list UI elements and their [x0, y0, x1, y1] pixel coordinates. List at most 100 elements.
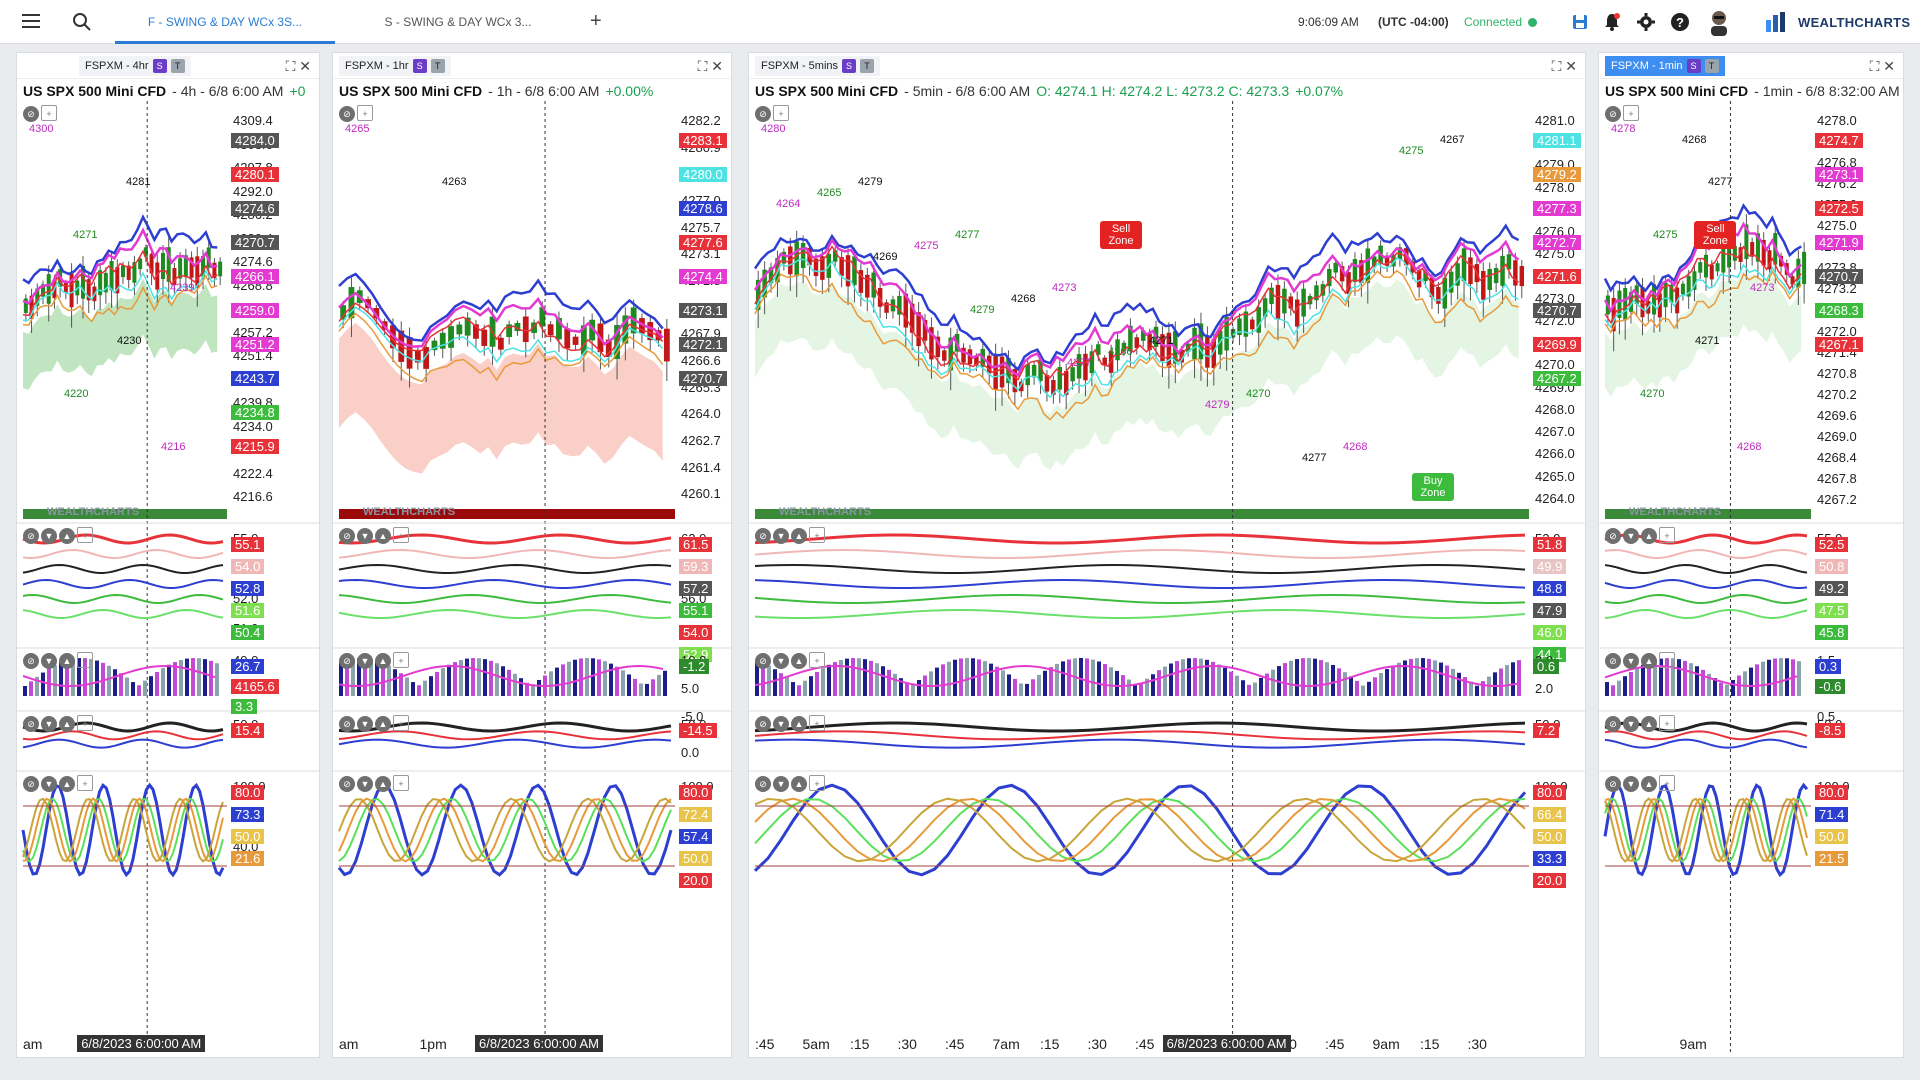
s-badge-icon[interactable]: S — [152, 59, 167, 74]
disable-icon[interactable]: ⊘ — [23, 653, 39, 669]
collapse-icon[interactable]: ▼ — [773, 716, 789, 732]
expand-icon[interactable]: ▲ — [791, 716, 807, 732]
disable-icon[interactable]: ⊘ — [755, 653, 771, 669]
chart-controls[interactable]: ⊘ + — [755, 105, 791, 122]
expand-icon[interactable]: ▲ — [59, 716, 75, 732]
indicator-controls[interactable]: ⊘ ▼ ▲ + — [339, 715, 411, 732]
avatar[interactable] — [1706, 8, 1732, 36]
expand-icon[interactable]: ▲ — [1641, 528, 1657, 544]
expand-icon[interactable]: ▲ — [375, 528, 391, 544]
add-indicator-icon[interactable]: + — [77, 527, 93, 543]
indicator-controls[interactable]: ⊘ ▼ ▲ + — [755, 775, 827, 792]
add-indicator-icon[interactable]: + — [357, 105, 373, 121]
menu-icon[interactable] — [22, 14, 40, 28]
close-icon[interactable]: ✕ — [711, 58, 723, 74]
add-indicator-icon[interactable]: + — [1659, 715, 1675, 731]
add-indicator-icon[interactable]: + — [773, 105, 789, 121]
collapse-icon[interactable]: ▼ — [357, 528, 373, 544]
close-icon[interactable]: ✕ — [299, 58, 311, 74]
indicator-controls[interactable]: ⊘ ▼ ▲ + — [1605, 775, 1677, 792]
indicator-controls[interactable]: ⊘ ▼ ▲ + — [23, 652, 95, 669]
chart-panel-3[interactable]: FSPXM - 5mins S T ⛶ ✕ US SPX 500 Mini CFD - 5… — [748, 52, 1586, 1058]
price-chart[interactable] — [333, 53, 732, 1058]
maximize-icon[interactable]: ⛶ — [697, 58, 712, 74]
panel-symbol-tab[interactable]: FSPXM - 1min S T — [1605, 56, 1725, 76]
s-badge-icon[interactable]: S — [842, 59, 857, 74]
expand-icon[interactable]: ▲ — [791, 776, 807, 792]
disable-icon[interactable]: ⊘ — [23, 106, 39, 122]
expand-icon[interactable]: ▲ — [375, 653, 391, 669]
add-indicator-icon[interactable]: + — [1623, 105, 1639, 121]
maximize-icon[interactable]: ⛶ — [1551, 58, 1566, 74]
close-icon[interactable]: ✕ — [1565, 58, 1577, 74]
collapse-icon[interactable]: ▼ — [1623, 776, 1639, 792]
add-indicator-icon[interactable]: + — [41, 105, 57, 121]
disable-icon[interactable]: ⊘ — [23, 776, 39, 792]
indicator-controls[interactable]: ⊘ ▼ ▲ + — [23, 715, 95, 732]
expand-icon[interactable]: ▲ — [1641, 716, 1657, 732]
close-icon[interactable]: ✕ — [1883, 58, 1895, 74]
maximize-icon[interactable]: ⛶ — [285, 58, 300, 74]
disable-icon[interactable]: ⊘ — [1605, 528, 1621, 544]
add-indicator-icon[interactable]: + — [77, 652, 93, 668]
disable-icon[interactable]: ⊘ — [23, 528, 39, 544]
disable-icon[interactable]: ⊘ — [339, 716, 355, 732]
add-indicator-icon[interactable]: + — [809, 775, 825, 791]
save-icon[interactable] — [1570, 12, 1590, 32]
timezone[interactable]: (UTC -04:00) — [1378, 15, 1449, 29]
add-indicator-icon[interactable]: + — [393, 775, 409, 791]
t-badge-icon[interactable]: T — [430, 59, 445, 74]
disable-icon[interactable]: ⊘ — [755, 716, 771, 732]
disable-icon[interactable]: ⊘ — [755, 528, 771, 544]
chart-panel-4[interactable]: FSPXM - 1min S T ⛶ ✕ US SPX 500 Mini CFD - 1m… — [1598, 52, 1904, 1058]
expand-icon[interactable]: ▲ — [791, 653, 807, 669]
add-tab-icon[interactable]: + — [590, 10, 602, 32]
add-indicator-icon[interactable]: + — [809, 652, 825, 668]
indicator-controls[interactable]: ⊘ ▼ ▲ + — [23, 775, 95, 792]
expand-icon[interactable]: ▲ — [59, 653, 75, 669]
disable-icon[interactable]: ⊘ — [1605, 716, 1621, 732]
indicator-controls[interactable]: ⊘ ▼ ▲ + — [755, 527, 827, 544]
indicator-controls[interactable]: ⊘ ▼ ▲ + — [1605, 527, 1677, 544]
panel-symbol-tab[interactable]: FSPXM - 5mins S T — [755, 56, 881, 76]
disable-icon[interactable]: ⊘ — [23, 716, 39, 732]
collapse-icon[interactable]: ▼ — [357, 716, 373, 732]
time-axis[interactable]: am1pm6pmpm6/8/2023 6:00:00 AM — [333, 1031, 731, 1057]
expand-icon[interactable]: ▲ — [59, 776, 75, 792]
tab-swing-day-1[interactable]: F - SWING & DAY WCx 3S... — [115, 0, 335, 44]
chart-controls[interactable]: ⊘ + — [1605, 105, 1641, 122]
disable-icon[interactable]: ⊘ — [1605, 776, 1621, 792]
t-badge-icon[interactable]: T — [860, 59, 875, 74]
collapse-icon[interactable]: ▼ — [357, 776, 373, 792]
expand-icon[interactable]: ▲ — [59, 528, 75, 544]
add-indicator-icon[interactable]: + — [393, 527, 409, 543]
disable-icon[interactable]: ⊘ — [1605, 106, 1621, 122]
collapse-icon[interactable]: ▼ — [41, 716, 57, 732]
expand-icon[interactable]: ▲ — [791, 528, 807, 544]
t-badge-icon[interactable]: T — [1704, 59, 1719, 74]
collapse-icon[interactable]: ▼ — [773, 653, 789, 669]
s-badge-icon[interactable]: S — [412, 59, 427, 74]
collapse-icon[interactable]: ▼ — [41, 776, 57, 792]
time-axis[interactable]: 9am — [1599, 1031, 1903, 1057]
add-indicator-icon[interactable]: + — [809, 715, 825, 731]
disable-icon[interactable]: ⊘ — [339, 776, 355, 792]
disable-icon[interactable]: ⊘ — [755, 106, 771, 122]
indicator-controls[interactable]: ⊘ ▼ ▲ + — [755, 652, 827, 669]
collapse-icon[interactable]: ▼ — [1623, 653, 1639, 669]
collapse-icon[interactable]: ▼ — [773, 776, 789, 792]
t-badge-icon[interactable]: T — [170, 59, 185, 74]
bell-icon[interactable] — [1602, 12, 1622, 32]
add-indicator-icon[interactable]: + — [1659, 652, 1675, 668]
gear-icon[interactable] — [1636, 12, 1656, 32]
add-indicator-icon[interactable]: + — [1659, 527, 1675, 543]
disable-icon[interactable]: ⊘ — [1605, 653, 1621, 669]
disable-icon[interactable]: ⊘ — [339, 653, 355, 669]
collapse-icon[interactable]: ▼ — [773, 528, 789, 544]
add-indicator-icon[interactable]: + — [809, 527, 825, 543]
collapse-icon[interactable]: ▼ — [41, 528, 57, 544]
expand-icon[interactable]: ▲ — [1641, 653, 1657, 669]
chart-panel-2[interactable]: FSPXM - 1hr S T ⛶ ✕ US SPX 500 Mini CFD - 1h … — [332, 52, 732, 1058]
disable-icon[interactable]: ⊘ — [339, 528, 355, 544]
disable-icon[interactable]: ⊘ — [755, 776, 771, 792]
